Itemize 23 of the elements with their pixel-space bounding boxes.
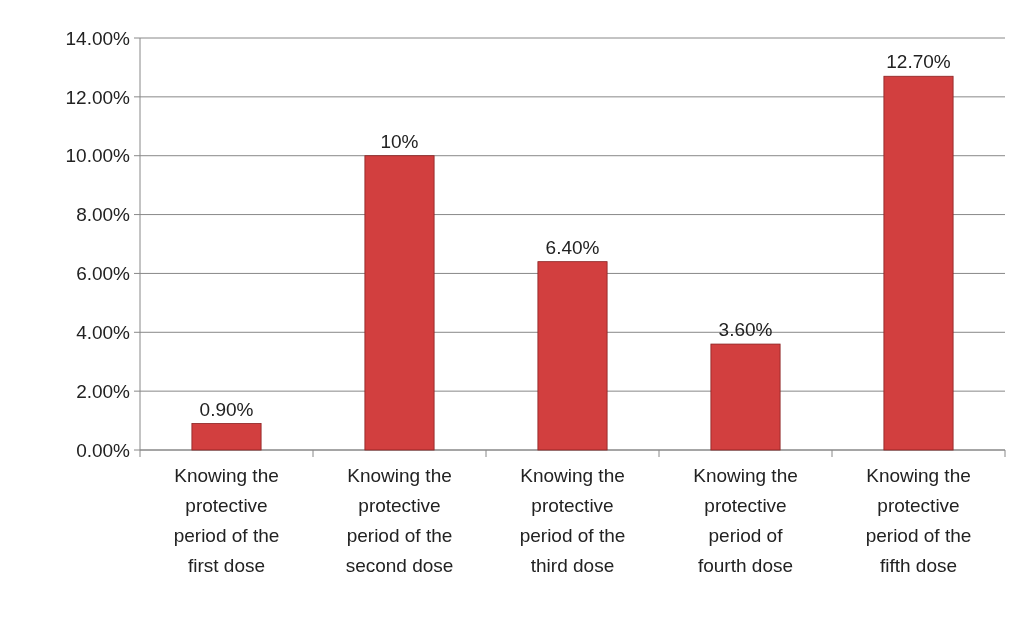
data-label: 12.70%: [886, 51, 951, 73]
y-tick-label: 12.00%: [65, 86, 131, 108]
bar: [883, 75, 954, 451]
bar: [710, 343, 781, 451]
y-tick-label: 0.00%: [76, 439, 131, 461]
bar: [537, 261, 608, 451]
data-label: 6.40%: [545, 236, 600, 258]
data-label: 10%: [380, 130, 419, 152]
x-tick-label: Knowing the protective period of fourth dose: [693, 465, 798, 576]
x-tick-label: Knowing the protective period of the third dose: [519, 465, 626, 576]
y-tick-label: 4.00%: [76, 321, 131, 343]
y-tick-label: 2.00%: [76, 380, 131, 402]
x-tick-label: Knowing the protective period of the first dose: [173, 465, 280, 576]
data-label: 0.90%: [199, 398, 254, 420]
y-tick-label: 6.00%: [76, 263, 131, 285]
bar: [364, 155, 435, 451]
bar: [191, 423, 262, 451]
y-tick-label: 14.00%: [65, 27, 131, 49]
y-tick-label: 8.00%: [76, 204, 131, 226]
y-tick-label: 10.00%: [65, 145, 131, 167]
x-tick-label: Knowing the protective period of the fifth dose: [865, 465, 972, 576]
x-tick-label: Knowing the protective period of the second dose: [345, 465, 454, 576]
data-label: 3.60%: [718, 319, 773, 341]
